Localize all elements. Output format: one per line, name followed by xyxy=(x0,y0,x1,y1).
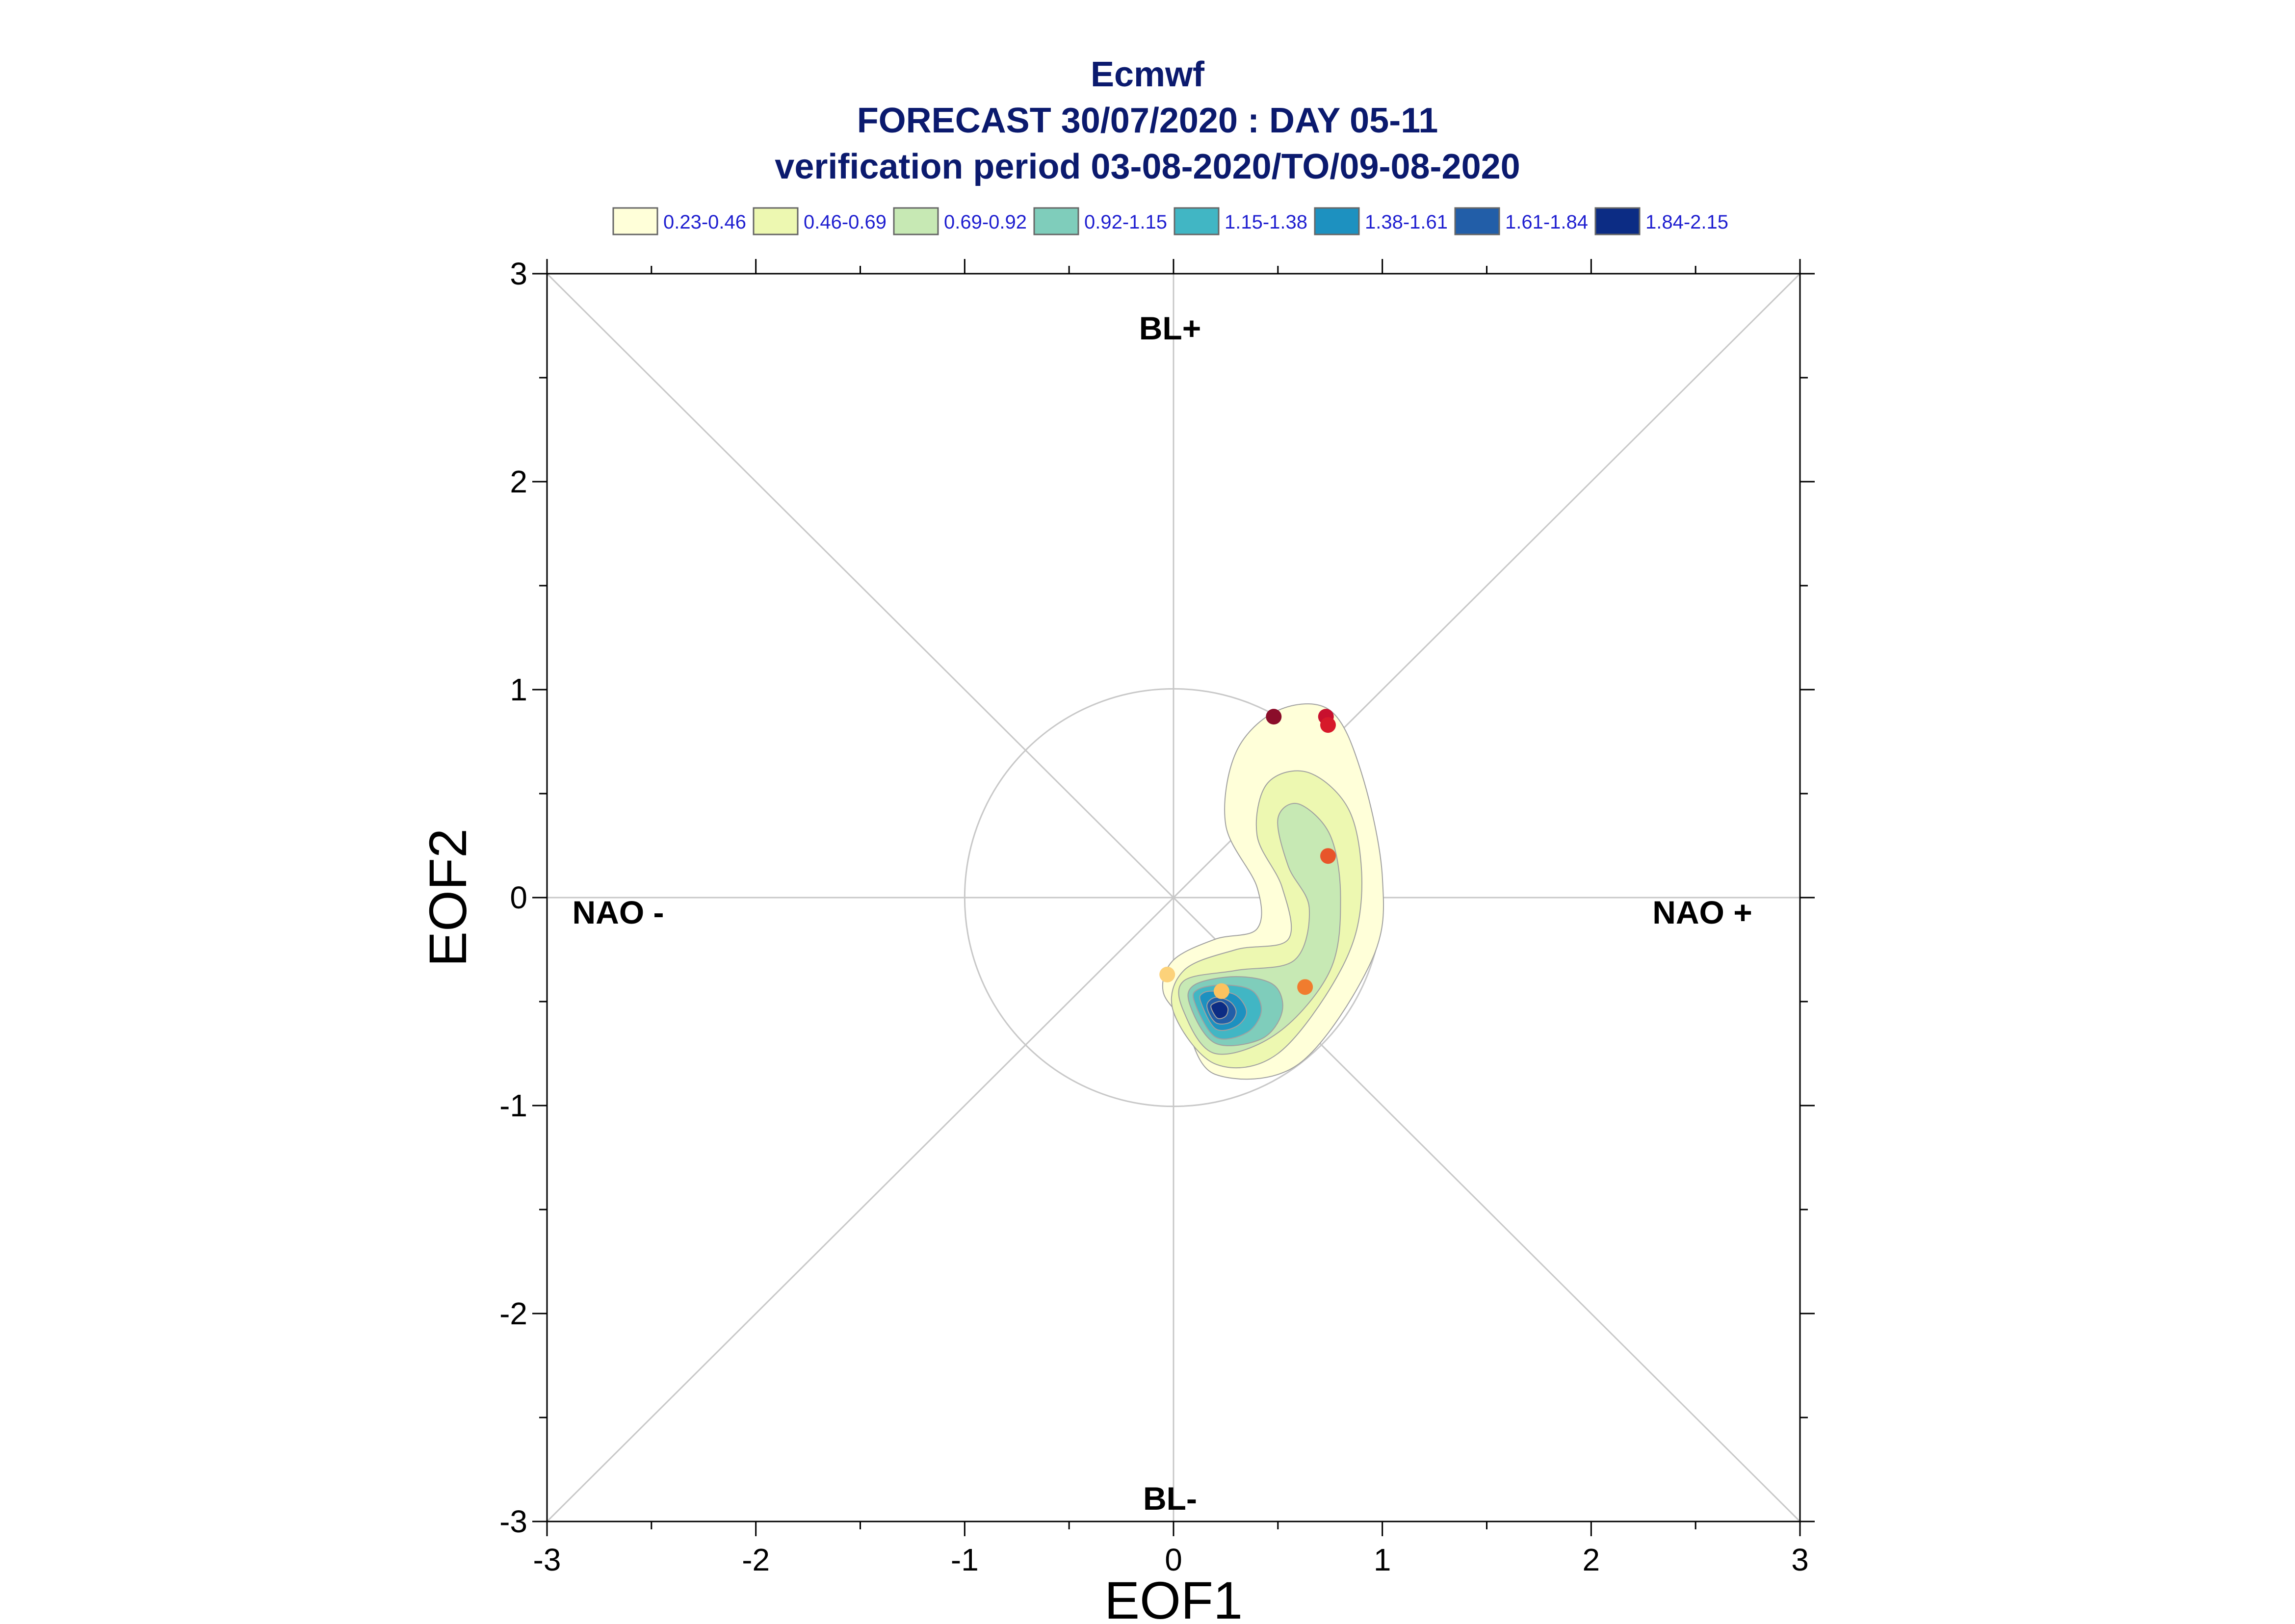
legend-swatch xyxy=(893,207,939,235)
legend-swatch xyxy=(1033,207,1079,235)
x-tick-label: -1 xyxy=(951,1542,979,1577)
y-tick-label: -3 xyxy=(499,1504,527,1539)
x-tick-label: 3 xyxy=(1791,1542,1809,1577)
legend-label: 1.61-1.84 xyxy=(1505,211,1588,233)
x-tick-label: 1 xyxy=(1374,1542,1391,1577)
legend-label: 0.46-0.69 xyxy=(804,211,887,233)
chart-subtitle-verification: verification period 03-08-2020/TO/09-08-… xyxy=(775,147,1520,186)
region-label-right: NAO + xyxy=(1652,894,1752,930)
data-point xyxy=(1297,979,1313,995)
legend-swatch xyxy=(1454,207,1500,235)
y-tick-label: -1 xyxy=(499,1088,527,1123)
legend-label: 0.69-0.92 xyxy=(944,211,1027,233)
scatter-points xyxy=(1159,709,1336,999)
chart-subtitle-forecast: FORECAST 30/07/2020 : DAY 05-11 xyxy=(857,101,1438,140)
region-label-left: NAO - xyxy=(573,894,664,930)
y-axis-title: EOF2 xyxy=(418,828,477,967)
legend-label: 0.23-0.46 xyxy=(663,211,746,233)
legend-label: 1.38-1.61 xyxy=(1365,211,1448,233)
data-point xyxy=(1159,966,1175,982)
data-point xyxy=(1320,848,1336,864)
region-label-top: BL+ xyxy=(1139,310,1201,346)
axis-ticks: -3 -2 -1 0 1 2 3 -3 -2 -1 0 1 2 3 xyxy=(499,256,1815,1577)
y-tick-label: 3 xyxy=(510,256,527,291)
x-axis-title: EOF1 xyxy=(1104,1571,1243,1624)
density-contour-level-8 xyxy=(1210,1001,1229,1019)
data-point xyxy=(1213,983,1229,999)
legend-swatch xyxy=(1314,207,1360,235)
data-point xyxy=(1266,709,1282,725)
x-tick-label: 2 xyxy=(1583,1542,1600,1577)
legend-swatch xyxy=(1174,207,1220,235)
legend-swatch xyxy=(612,207,658,235)
y-tick-label: 1 xyxy=(510,672,527,707)
guide-lines xyxy=(547,274,1800,1521)
region-label-bottom: BL- xyxy=(1143,1480,1197,1517)
data-point xyxy=(1320,717,1336,733)
legend-swatch xyxy=(753,207,799,235)
x-tick-label: -3 xyxy=(533,1542,561,1577)
legend: 0.23-0.46 0.46-0.69 0.69-0.92 0.92-1.15 1.15… xyxy=(612,207,1728,235)
x-tick-label: 0 xyxy=(1165,1542,1182,1577)
y-tick-label: -2 xyxy=(499,1296,527,1331)
legend-swatch xyxy=(1594,207,1641,235)
y-tick-label: 0 xyxy=(510,880,527,915)
density-contours xyxy=(1162,703,1384,1080)
y-tick-label: 2 xyxy=(510,464,527,499)
legend-label: 1.84-2.15 xyxy=(1645,211,1728,233)
chart-title: Ecmwf xyxy=(1091,55,1205,94)
legend-label: 1.15-1.38 xyxy=(1225,211,1307,233)
legend-label: 0.92-1.15 xyxy=(1084,211,1167,233)
x-tick-label: -2 xyxy=(742,1542,770,1577)
